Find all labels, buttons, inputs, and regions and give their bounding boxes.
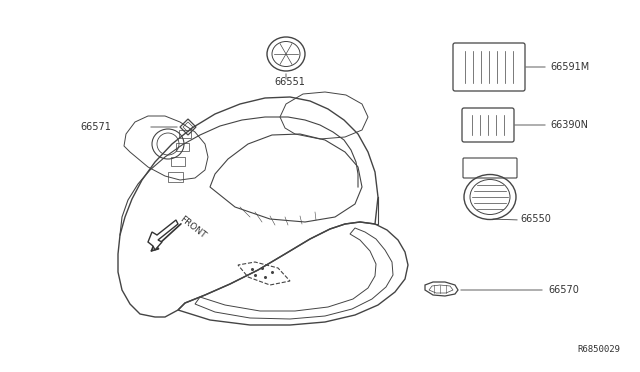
Bar bbox=[171, 157, 185, 166]
Polygon shape bbox=[148, 220, 178, 250]
Text: R6850029: R6850029 bbox=[577, 345, 620, 354]
Text: 66390N: 66390N bbox=[550, 120, 588, 130]
Text: 66571: 66571 bbox=[80, 122, 111, 132]
Text: FRONT: FRONT bbox=[178, 214, 207, 240]
Text: 66550: 66550 bbox=[520, 214, 551, 224]
Text: 66551: 66551 bbox=[274, 77, 305, 87]
Text: 66591M: 66591M bbox=[550, 62, 589, 72]
Bar bbox=[179, 130, 191, 138]
Bar bbox=[176, 143, 189, 151]
Bar bbox=[168, 172, 183, 182]
Text: 66570: 66570 bbox=[548, 285, 579, 295]
